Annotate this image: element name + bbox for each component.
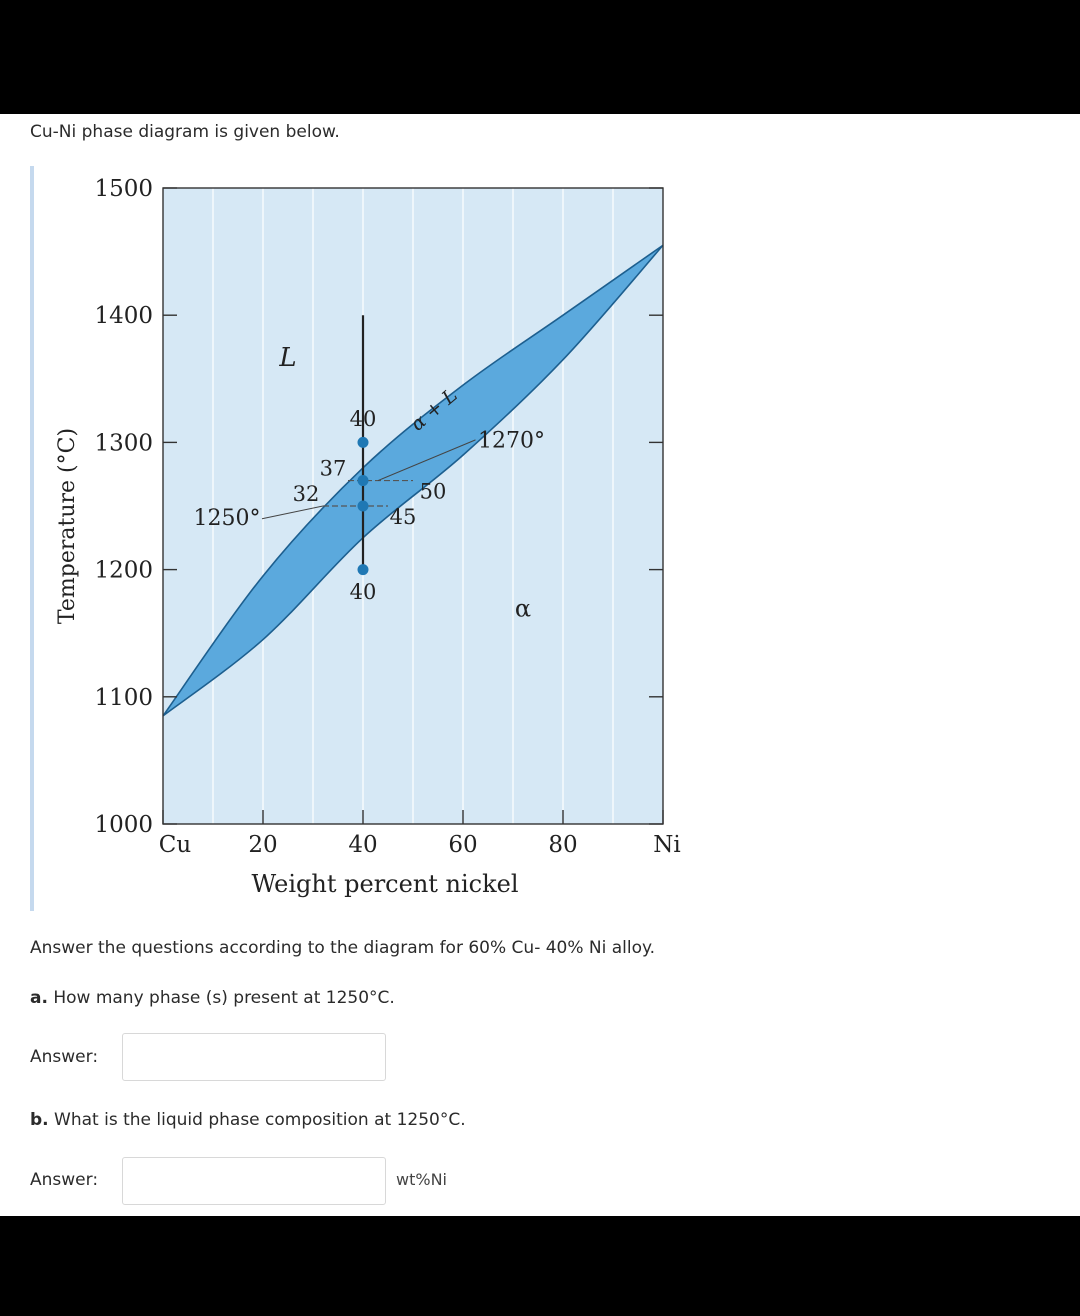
y-tick-label: 1400: [94, 303, 153, 329]
y-tick-label: 1000: [94, 812, 153, 838]
composition-marker: [357, 500, 369, 512]
composition-50-label: 50: [420, 479, 447, 503]
question-a-text: How many phase (s) present at 1250°C.: [47, 988, 395, 1008]
question-a: a. How many phase (s) present at 1250°C.: [30, 988, 395, 1008]
x-tick-label: 20: [248, 832, 277, 858]
composition-40-bottom-label: 40: [350, 580, 377, 604]
composition-32-label: 32: [293, 482, 320, 506]
composition-markers: [261, 436, 476, 576]
question-b-prefix: b.: [30, 1110, 49, 1130]
y-axis-label: Temperature (°C): [55, 428, 80, 624]
intro-text: Cu-Ni phase diagram is given below.: [30, 122, 340, 142]
phase-diagram-svg: Temperature (°C) Weight percent nickel 1…: [55, 176, 681, 898]
answer-a-input[interactable]: [122, 1033, 386, 1081]
x-tick-label: 80: [548, 832, 577, 858]
x-tick-label: Cu: [159, 832, 191, 858]
question-a-prefix: a.: [30, 988, 48, 1008]
temperature-1250-label: 1250°: [194, 506, 261, 531]
composition-marker: [357, 436, 369, 448]
answer-a-label: Answer:: [30, 1047, 99, 1067]
x-tick-label: 60: [448, 832, 477, 858]
y-tick-label: 1300: [94, 430, 153, 456]
x-tick-label: Ni: [653, 832, 680, 858]
answer-b-input[interactable]: [122, 1157, 386, 1205]
composition-40-top-label: 40: [350, 407, 377, 431]
question-panel: Cu-Ni phase diagram is given below. Temp…: [0, 114, 1080, 1216]
question-b: b. What is the liquid phase composition …: [30, 1110, 466, 1130]
temperature-1270-label: 1270°: [478, 428, 545, 453]
x-tick-label: 40: [348, 832, 377, 858]
x-axis-label: Weight percent nickel: [251, 870, 518, 898]
question-b-text: What is the liquid phase composition at …: [48, 1110, 466, 1130]
y-tick-label: 1100: [94, 685, 153, 711]
leader-line: [261, 505, 324, 520]
composition-marker: [357, 564, 369, 576]
leader-line: [377, 439, 476, 482]
y-tick-label: 1200: [94, 558, 153, 584]
plot-frame: [162, 187, 664, 825]
liquid-region-label: L: [278, 343, 296, 373]
composition-marker: [357, 475, 369, 487]
instruction-text: Answer the questions according to the di…: [30, 938, 656, 958]
y-tick-label: 1500: [94, 176, 153, 202]
phase-diagram-figure: Temperature (°C) Weight percent nickel 1…: [30, 166, 690, 911]
solid-region-label: α: [515, 595, 531, 623]
answer-b-unit: wt%Ni: [396, 1170, 447, 1189]
composition-45-label: 45: [390, 505, 417, 529]
grid-lines: [212, 188, 614, 824]
figure-left-rule: [30, 166, 34, 911]
answer-b-label: Answer:: [30, 1170, 99, 1190]
composition-37-label: 37: [320, 456, 347, 480]
